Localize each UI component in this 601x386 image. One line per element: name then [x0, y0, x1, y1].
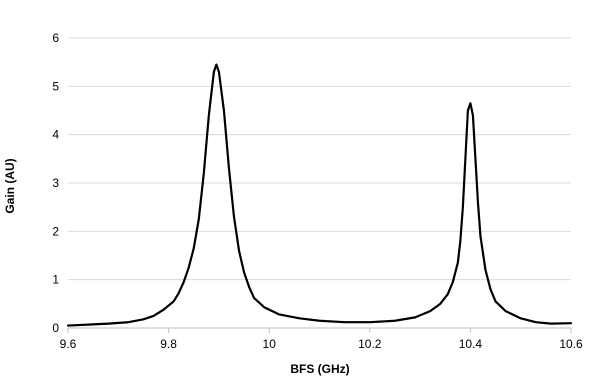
y-tick-label: 6 [52, 31, 59, 45]
x-tick-label: 9.6 [60, 337, 77, 351]
series-line [66, 63, 573, 327]
axes [67, 327, 572, 333]
y-tick-label: 4 [52, 128, 59, 142]
x-tick-labels: 9.6 9.8 10 10.2 10.4 10.6 [60, 337, 583, 351]
x-tick-label: 10.4 [459, 337, 483, 351]
series-layer [66, 63, 573, 327]
x-tick-label: 9.8 [160, 337, 177, 351]
y-axis-title: Gain (AU) [3, 158, 17, 213]
y-tick-label: 1 [52, 273, 59, 287]
y-tick-label: 2 [52, 224, 59, 238]
y-tick-label: 5 [52, 79, 59, 93]
gridlines [68, 37, 571, 281]
x-tick-label: 10.2 [358, 337, 382, 351]
x-axis-title: BFS (GHz) [290, 362, 349, 376]
y-tick-label: 0 [52, 321, 59, 335]
x-tick-label: 10 [263, 337, 277, 351]
x-tick-label: 10.6 [559, 337, 583, 351]
y-tick-labels: 0 1 2 3 4 5 6 [52, 31, 59, 335]
y-tick-label: 3 [52, 176, 59, 190]
